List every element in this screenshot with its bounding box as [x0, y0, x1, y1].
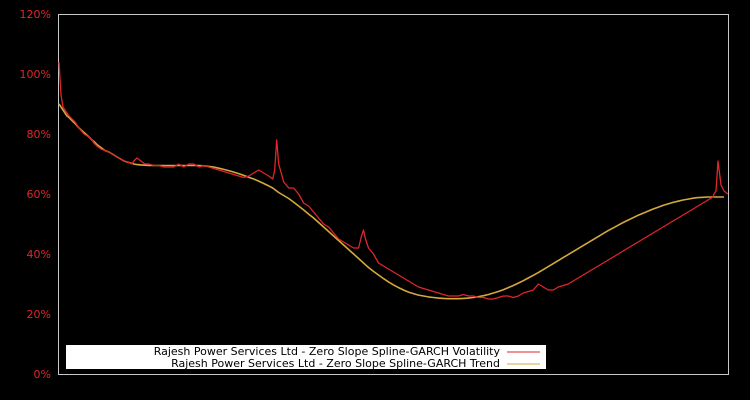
legend-label-trend: Rajesh Power Services Ltd - Zero Slope S… [171, 357, 500, 370]
legend-label-volatility: Rajesh Power Services Ltd - Zero Slope S… [154, 345, 501, 358]
legend-box [66, 345, 546, 369]
y-tick-label: 80% [27, 128, 51, 141]
y-tick-label: 40% [27, 248, 51, 261]
plot-area [58, 61, 729, 300]
volatility-line [58, 61, 729, 300]
y-tick-label: 20% [27, 308, 51, 321]
y-axis: 0% 20% 40% 60% 80% 100% 120% [20, 8, 51, 381]
y-tick-label: 100% [20, 68, 51, 81]
y-tick-label: 120% [20, 8, 51, 21]
plot-frame [58, 14, 729, 375]
trend-line [58, 103, 724, 300]
y-tick-label: 0% [34, 368, 51, 381]
y-tick-label: 60% [27, 188, 51, 201]
legend: Rajesh Power Services Ltd - Zero Slope S… [66, 345, 546, 370]
